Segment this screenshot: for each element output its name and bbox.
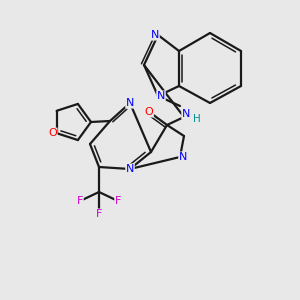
Text: O: O bbox=[145, 107, 153, 117]
Text: N: N bbox=[126, 164, 134, 174]
Text: F: F bbox=[115, 196, 121, 206]
Text: N: N bbox=[126, 98, 134, 108]
Text: N: N bbox=[179, 152, 187, 162]
Text: N: N bbox=[157, 91, 165, 101]
Text: F: F bbox=[96, 209, 102, 219]
Text: H: H bbox=[193, 114, 201, 124]
Text: N: N bbox=[151, 30, 159, 40]
Text: O: O bbox=[48, 128, 57, 138]
Text: N: N bbox=[182, 109, 190, 119]
Text: F: F bbox=[77, 196, 83, 206]
